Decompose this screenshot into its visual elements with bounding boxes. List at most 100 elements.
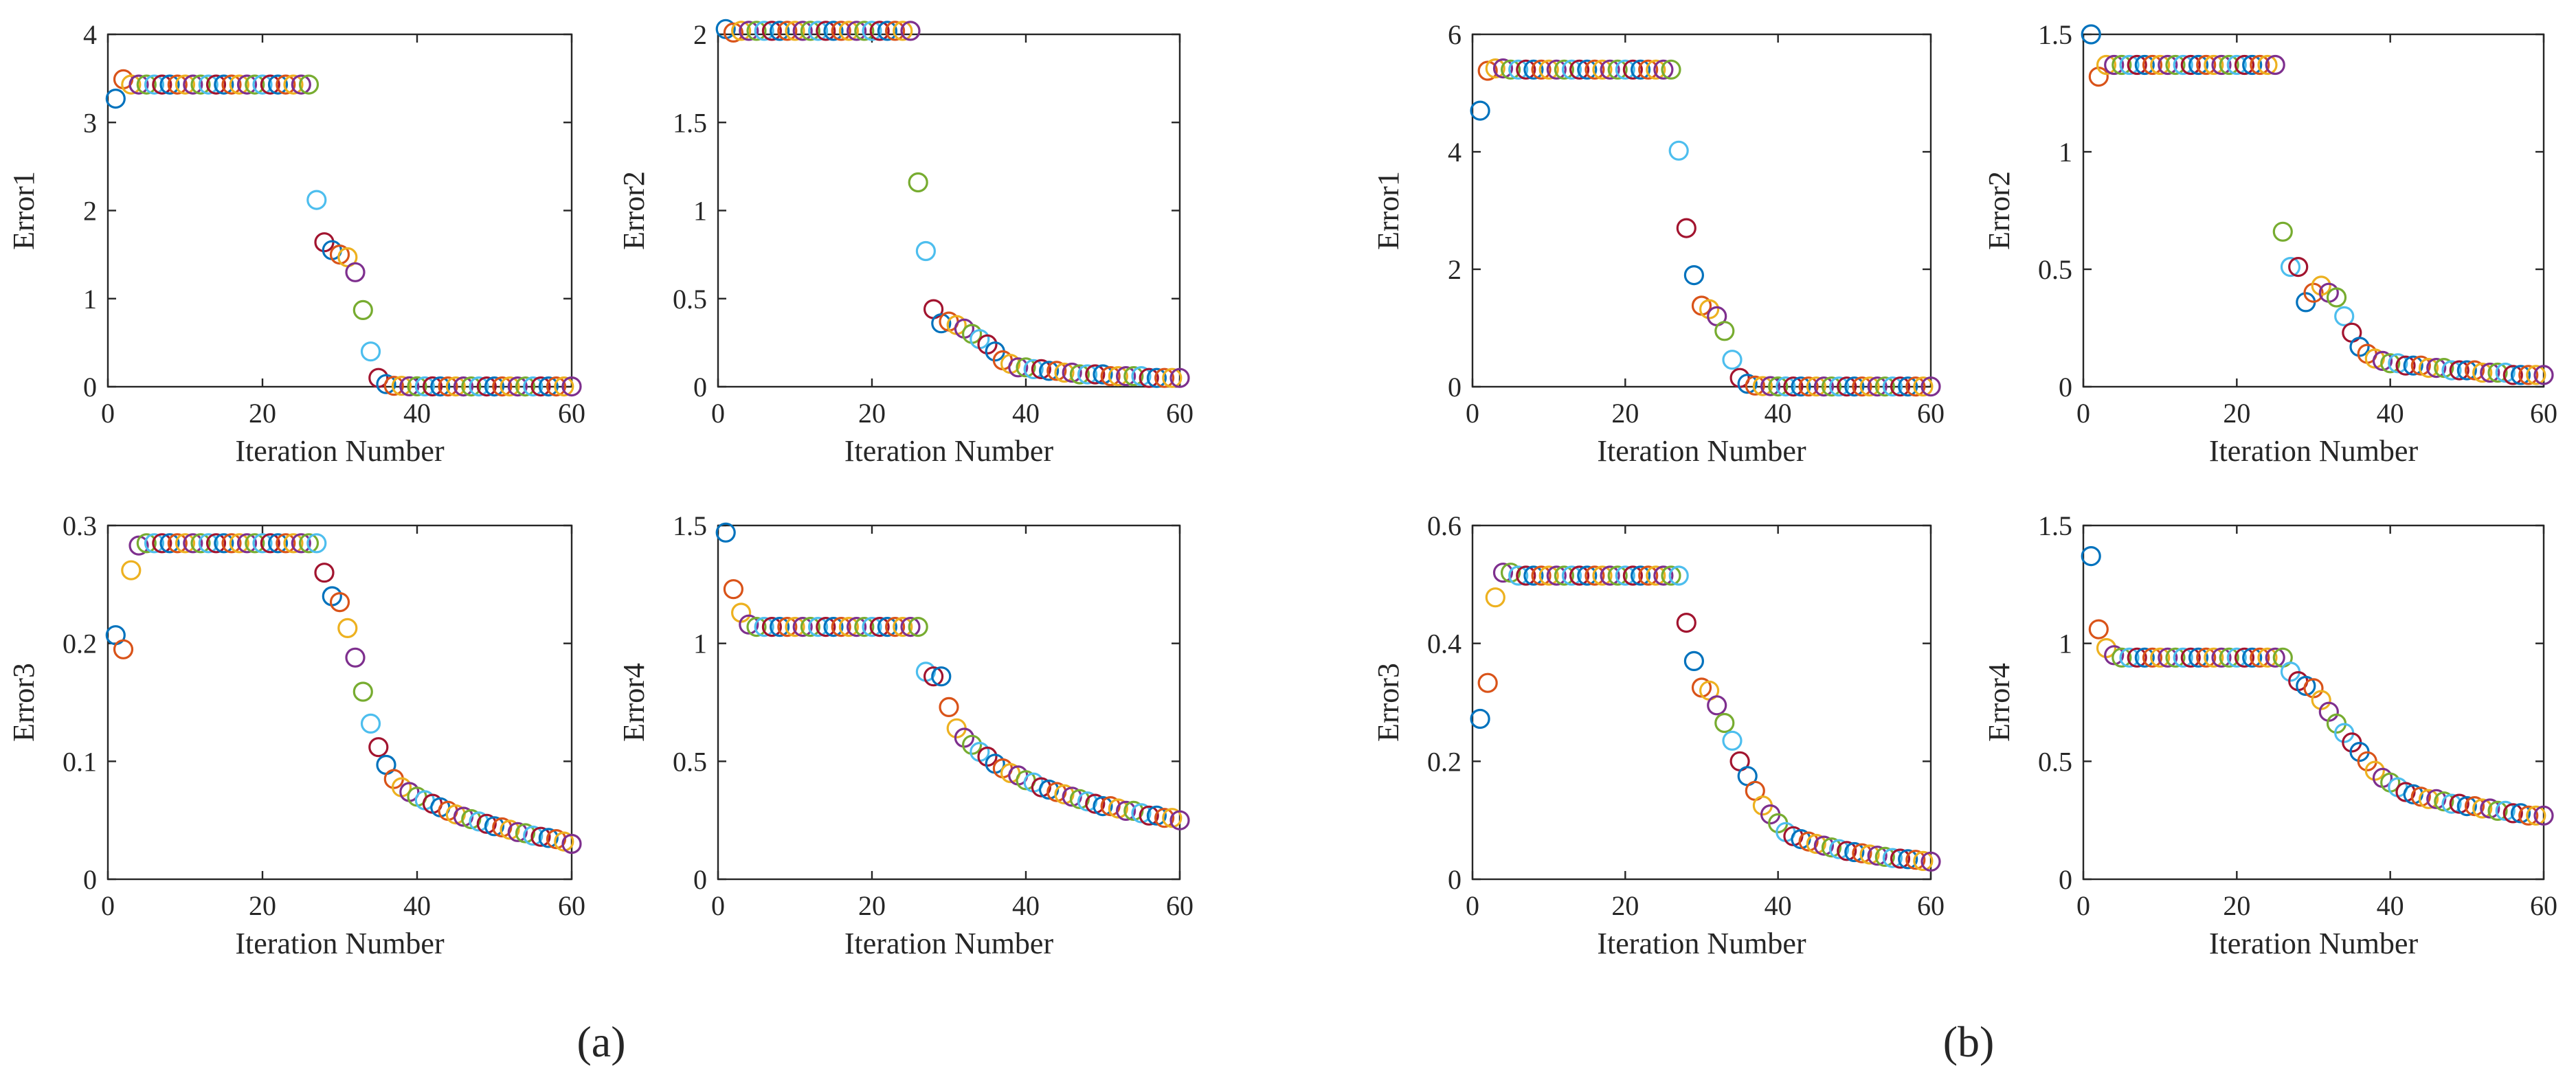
data-point: [1867, 846, 1888, 866]
x-axis-label: Iteration Number: [235, 434, 445, 468]
data-point: [2257, 54, 2278, 76]
data-point: [723, 579, 744, 600]
data-point: [1638, 59, 1659, 80]
data-point: [2219, 54, 2239, 76]
data-point: [1131, 803, 1152, 824]
x-tick-label: 0: [711, 398, 725, 429]
y-tick-label: 0.5: [673, 284, 707, 315]
data-point: [2257, 647, 2278, 668]
y-tick-label: 1: [83, 284, 97, 315]
subplot: 0 20 40 60 0 2 4 6 Iteration Number Error1: [1371, 19, 1945, 468]
data-point: [2265, 647, 2285, 668]
data-point: [298, 533, 320, 554]
data-point: [1768, 376, 1789, 397]
data-point: [1115, 365, 1136, 387]
data-point: [500, 376, 520, 397]
data-point: [523, 825, 544, 846]
data-point: [1714, 712, 1735, 734]
data-point: [2434, 357, 2454, 378]
data-point: [430, 376, 451, 397]
data-point: [2518, 365, 2539, 385]
data-point: [2472, 362, 2493, 383]
data-point: [2380, 353, 2401, 374]
y-tick-label: 0: [83, 372, 97, 403]
x-axis-label: Iteration Number: [1597, 927, 1806, 960]
data-point: [2088, 619, 2109, 640]
data-point: [1592, 565, 1613, 586]
data-point: [1584, 59, 1605, 80]
y-tick-label: 6: [1448, 19, 1461, 50]
data-point: [1920, 851, 1941, 872]
data-point: [2434, 791, 2454, 812]
data-point: [291, 533, 311, 554]
data-point: [546, 376, 567, 397]
data-point: [915, 240, 937, 262]
data-point: [1813, 835, 1834, 856]
data-point: [1085, 793, 1106, 814]
y-tick-label: 4: [83, 19, 97, 50]
data-point: [2127, 647, 2147, 668]
data-point: [1569, 565, 1590, 586]
data-point: [391, 376, 412, 396]
data-point: [800, 21, 821, 41]
y-tick-label: 1: [693, 196, 707, 227]
data-point: [2188, 647, 2209, 668]
data-point: [1745, 375, 1765, 396]
data-point: [523, 376, 544, 397]
data-point: [831, 21, 851, 41]
data-point: [2480, 798, 2500, 819]
data-point: [1169, 367, 1190, 388]
data-point: [2204, 647, 2224, 668]
data-point: [900, 616, 921, 637]
data-point: [2487, 362, 2508, 383]
data-point: [1123, 365, 1144, 387]
data-point: [329, 591, 350, 613]
data-point: [252, 533, 273, 554]
data-point: [761, 21, 783, 41]
data-point: [2441, 793, 2462, 814]
data-point: [2173, 54, 2193, 76]
axes-frame: [717, 524, 1181, 881]
y-axis-label: Error4: [1982, 663, 2016, 742]
data-point: [1093, 364, 1113, 385]
data-point: [2158, 54, 2178, 76]
data-point: [1821, 376, 1842, 397]
data-point: [515, 823, 536, 844]
data-point: [1631, 565, 1651, 586]
data-point: [221, 533, 242, 554]
y-tick-label: 4: [1448, 137, 1461, 168]
x-tick-label: 60: [1166, 890, 1194, 921]
data-point: [1882, 848, 1903, 868]
data-point: [2280, 257, 2301, 278]
data-point: [1561, 59, 1582, 80]
data-point: [785, 21, 805, 41]
data-point: [831, 616, 851, 637]
y-tick-label: 0.6: [1427, 510, 1461, 541]
data-point: [2510, 365, 2531, 385]
data-point: [368, 737, 389, 758]
data-point: [337, 618, 358, 639]
data-point: [1676, 612, 1696, 633]
data-point: [2456, 360, 2477, 381]
data-point: [461, 376, 482, 397]
data-point: [2180, 647, 2201, 668]
data-point: [838, 21, 860, 41]
y-axis-label: Error1: [7, 171, 41, 250]
data-point: [1622, 565, 1643, 586]
data-point: [800, 616, 821, 637]
y-tick-label: 1.5: [673, 510, 707, 541]
data-point: [2188, 54, 2209, 76]
data-point: [1577, 565, 1598, 586]
data-point: [2250, 647, 2270, 668]
x-tick-label: 0: [101, 398, 115, 429]
data-point: [2410, 355, 2431, 376]
x-tick-label: 40: [1012, 890, 1040, 921]
data-point: [2410, 787, 2431, 807]
data-point: [1646, 59, 1666, 80]
data-point: [438, 376, 458, 397]
data-point: [1615, 59, 1635, 80]
data-point: [2510, 803, 2531, 824]
data-point: [723, 22, 744, 43]
data-point: [345, 262, 366, 282]
data-point: [2449, 360, 2469, 381]
